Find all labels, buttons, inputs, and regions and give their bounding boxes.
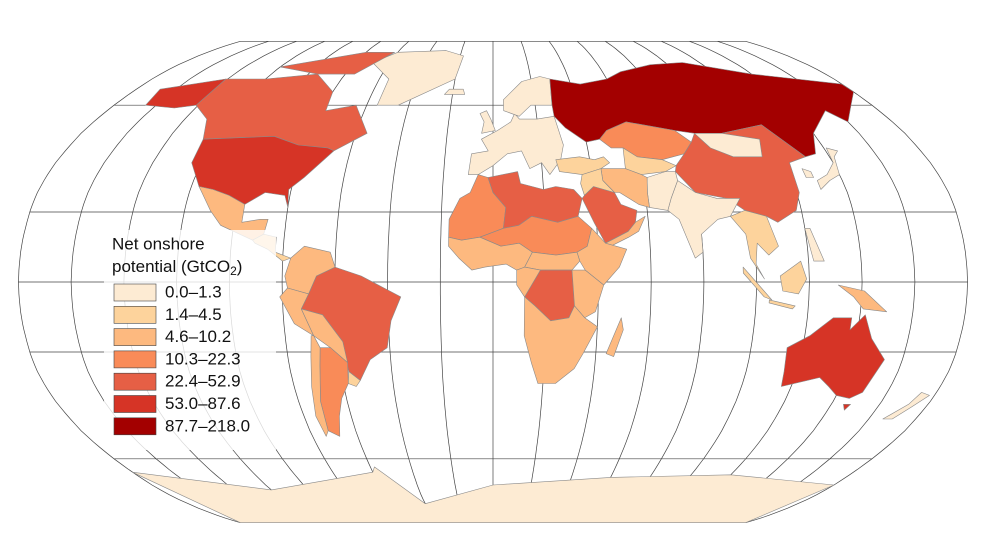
- country: [781, 314, 885, 399]
- country: [768, 299, 796, 310]
- country: [279, 52, 395, 75]
- country: [132, 466, 835, 523]
- legend: Net onshore potential (GtCO2) 0.0–1.3 1.4…: [104, 230, 276, 450]
- legend-label: 1.4–4.5: [165, 305, 222, 324]
- country: [675, 124, 806, 223]
- country: [516, 266, 541, 298]
- country: [779, 260, 807, 295]
- country: [348, 371, 361, 387]
- legend-label: 10.3–22.3: [165, 349, 241, 368]
- legend-title: potential (GtCO2): [112, 257, 242, 278]
- legend-swatch: [113, 372, 157, 391]
- country: [605, 317, 624, 357]
- legend-swatch: [113, 350, 157, 369]
- country: [198, 186, 269, 241]
- legend-swatch: [113, 395, 157, 413]
- country: [468, 113, 564, 175]
- country: [444, 88, 465, 95]
- legend-swatch: [113, 328, 157, 346]
- country: [145, 78, 227, 109]
- country: [503, 76, 553, 117]
- country: [284, 245, 336, 295]
- country: [882, 392, 930, 420]
- country: [730, 210, 779, 280]
- country: [479, 110, 496, 134]
- country: [605, 216, 646, 247]
- legend-label: 87.7–218.0: [165, 416, 250, 435]
- legend-label: 22.4–52.9: [165, 372, 241, 391]
- country: [694, 133, 763, 158]
- legend-title-end: ): [237, 257, 243, 276]
- country: [555, 156, 610, 175]
- legend-label: 53.0–87.6: [165, 394, 241, 413]
- legend-label: 0.0–1.3: [165, 282, 222, 301]
- country: [817, 147, 840, 190]
- country: [804, 228, 825, 262]
- country: [372, 50, 464, 106]
- legend-title-text: potential (GtCO: [112, 257, 230, 276]
- country: [524, 251, 581, 271]
- country: [742, 266, 773, 301]
- legend-swatch: [113, 305, 157, 324]
- legend-label: 4.6–10.2: [165, 327, 231, 346]
- map-outline: [18, 40, 968, 524]
- legend-title: Net onshore: [112, 234, 205, 253]
- country: [838, 284, 887, 313]
- country: [580, 168, 615, 196]
- countries: [132, 50, 930, 523]
- legend-swatch: [113, 417, 157, 436]
- legend-swatch: [113, 283, 157, 302]
- country: [523, 296, 598, 384]
- legend-title-subscript: 2: [230, 264, 237, 278]
- country: [843, 404, 851, 411]
- country: [310, 335, 329, 437]
- country: [801, 168, 814, 178]
